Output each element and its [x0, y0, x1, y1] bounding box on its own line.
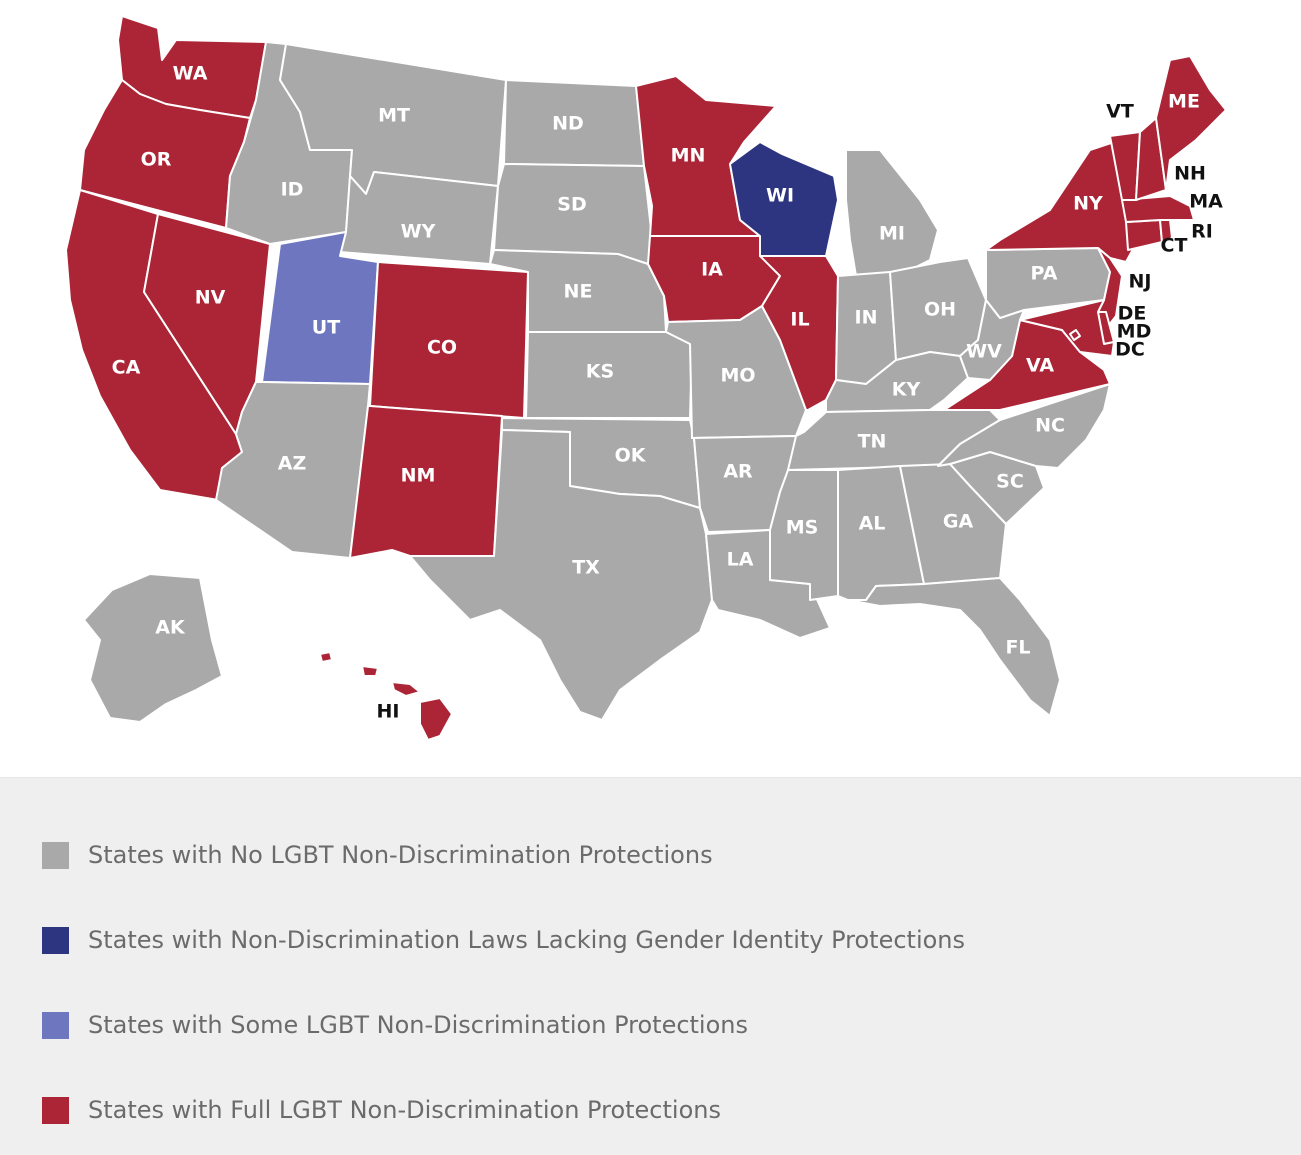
state-label-mo: MO — [720, 365, 755, 387]
legend-item-none: States with No LGBT Non-Discrimination P… — [42, 840, 713, 870]
state-label-or: OR — [141, 149, 172, 171]
state-label-nj: NJ — [1129, 271, 1152, 293]
legend-label-none: States with No LGBT Non-Discrimination P… — [88, 841, 713, 869]
state-label-ga: GA — [943, 511, 974, 533]
state-label-ut: UT — [312, 317, 340, 339]
state-label-pa: PA — [1031, 263, 1058, 285]
state-label-il: IL — [790, 309, 809, 331]
us-map-svg: WA OR CA NV ID MT WY UT CO AZ NM ND SD NE KS OK TX MN IA MO… — [65, 15, 1227, 741]
legend-swatch-none — [42, 841, 69, 869]
state-label-nm: NM — [401, 465, 436, 487]
state-label-ia: IA — [701, 259, 723, 281]
state-label-nv: NV — [195, 287, 226, 309]
state-md — [1019, 299, 1115, 357]
state-label-tx: TX — [572, 557, 600, 579]
state-label-ne: NE — [564, 281, 593, 303]
us-map: WA OR CA NV ID MT WY UT CO AZ NM ND SD NE KS OK TX MN IA MO… — [65, 15, 1227, 741]
state-label-tn: TN — [858, 431, 887, 453]
state-label-wy: WY — [401, 221, 436, 243]
state-mo — [665, 305, 807, 439]
state-label-ma: MA — [1189, 191, 1223, 213]
state-label-ok: OK — [615, 445, 647, 467]
state-label-sd: SD — [557, 194, 586, 216]
state-label-la: LA — [727, 549, 754, 571]
state-label-nd: ND — [552, 113, 584, 135]
legend-label-full: States with Full LGBT Non-Discrimination… — [88, 1096, 721, 1124]
state-ma — [1121, 195, 1195, 223]
state-label-sc: SC — [996, 471, 1024, 493]
state-label-in: IN — [855, 307, 878, 329]
legend-swatch-full — [42, 1096, 69, 1124]
legend-item-lacking-gender-identity: States with Non-Discrimination Laws Lack… — [42, 925, 965, 955]
legend-label-some: States with Some LGBT Non-Discrimination… — [88, 1011, 748, 1039]
state-label-vt: VT — [1106, 101, 1134, 123]
state-me — [1155, 55, 1227, 191]
state-mi — [845, 149, 939, 277]
state-ak — [83, 573, 223, 723]
state-label-wi: WI — [766, 185, 794, 207]
state-label-de: DE — [1118, 303, 1147, 325]
legend-item-some: States with Some LGBT Non-Discrimination… — [42, 1010, 748, 1040]
state-label-mn: MN — [671, 145, 706, 167]
state-ut — [261, 231, 379, 385]
state-labels: WA OR CA NV ID MT WY UT CO AZ NM ND SD NE KS OK TX MN IA MO… — [112, 63, 1223, 723]
state-wv — [959, 299, 1025, 381]
legend-item-full: States with Full LGBT Non-Discrimination… — [42, 1095, 721, 1125]
state-fl — [847, 577, 1061, 717]
state-label-wv: WV — [966, 341, 1002, 363]
state-label-md: MD — [1117, 321, 1152, 343]
state-hi — [319, 651, 453, 741]
state-label-va: VA — [1026, 355, 1054, 377]
state-dc — [1069, 329, 1081, 341]
state-label-oh: OH — [924, 299, 956, 321]
state-label-ca: CA — [112, 357, 141, 379]
state-label-id: ID — [281, 179, 304, 201]
state-ct — [1125, 219, 1163, 251]
state-label-mi: MI — [879, 223, 905, 245]
state-label-hi: HI — [377, 701, 400, 723]
state-label-ct: CT — [1161, 235, 1188, 257]
state-label-ks: KS — [586, 361, 614, 383]
state-label-az: AZ — [278, 453, 306, 475]
state-label-mt: MT — [378, 105, 410, 127]
state-label-ny: NY — [1073, 193, 1103, 215]
state-shapes — [65, 15, 1227, 741]
state-az — [215, 381, 371, 559]
legend: States with No LGBT Non-Discrimination P… — [0, 777, 1301, 1155]
state-label-ak: AK — [155, 617, 186, 639]
state-label-ar: AR — [723, 461, 753, 483]
state-il — [759, 255, 839, 411]
legend-swatch-some — [42, 1011, 69, 1039]
legend-label-lacking-gender-identity: States with Non-Discrimination Laws Lack… — [88, 926, 966, 954]
state-tx — [409, 429, 713, 721]
state-label-wa: WA — [173, 63, 208, 85]
state-label-co: CO — [427, 337, 457, 359]
state-label-ri: RI — [1191, 221, 1213, 243]
state-label-nh: NH — [1174, 163, 1206, 185]
state-label-nc: NC — [1035, 415, 1065, 437]
state-label-fl: FL — [1005, 637, 1030, 659]
state-label-dc: DC — [1115, 339, 1145, 361]
state-wi — [729, 141, 839, 257]
legend-swatch-lacking-gender-identity — [42, 926, 69, 954]
state-label-ms: MS — [786, 517, 819, 539]
state-label-al: AL — [859, 513, 886, 535]
state-label-ky: KY — [892, 379, 921, 401]
state-label-me: ME — [1168, 91, 1200, 113]
state-nc — [937, 383, 1111, 469]
